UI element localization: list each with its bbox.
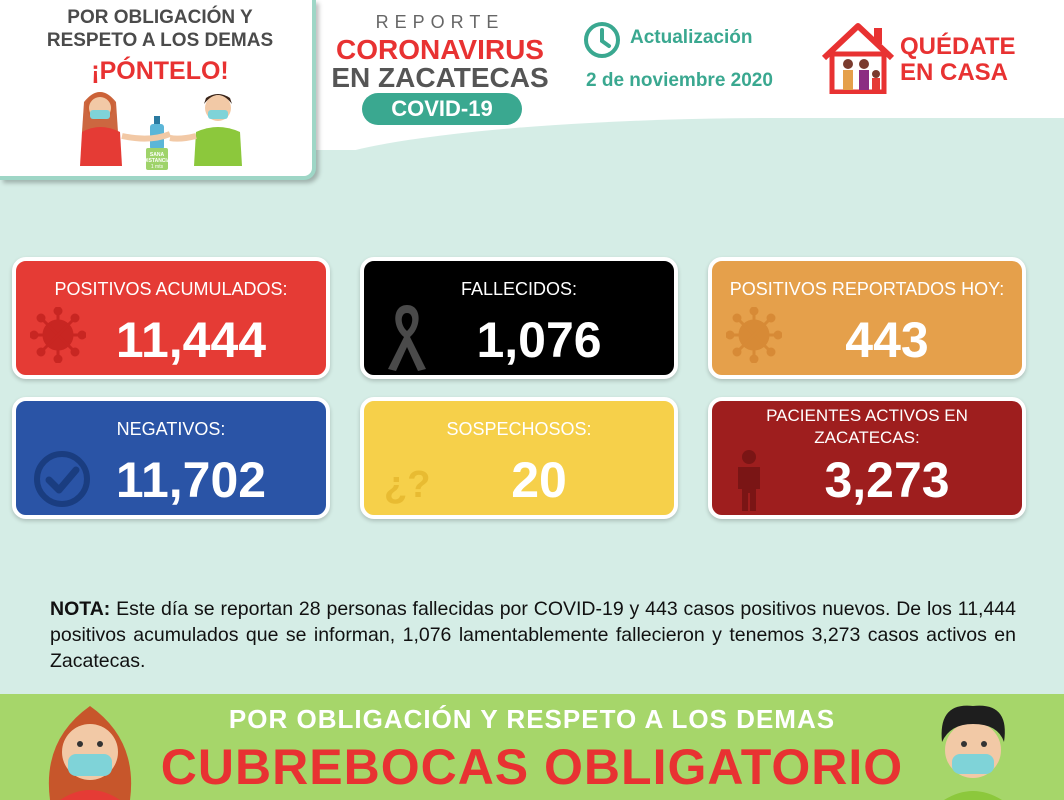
social-distance-illustration: SANA DISTANCIA 1 mts bbox=[80, 92, 242, 170]
check-circle-icon bbox=[34, 451, 90, 507]
note-paragraph: NOTA: Este día se reportan 28 personas f… bbox=[50, 596, 1016, 674]
stat-label: PACIENTES ACTIVOS EN ZACATECAS: bbox=[766, 406, 968, 447]
report-title-coronavirus: CORONAVIRUS bbox=[336, 34, 544, 65]
stat-label: FALLECIDOS: bbox=[460, 279, 578, 299]
man-hair bbox=[204, 94, 232, 104]
distance-sign-label1: SANA bbox=[150, 152, 165, 158]
stat-label: SOSPECHOSOS: bbox=[446, 419, 592, 439]
covid-pill: COVID-19 bbox=[362, 93, 522, 125]
woman-body bbox=[80, 127, 122, 166]
promo-title: POR OBLIGACIÓN Y RESPETO A LOS DEMAS bbox=[10, 6, 310, 52]
distance-sign-label2: DISTANCIA bbox=[144, 158, 171, 164]
distance-sign-label3: 1 mts bbox=[151, 164, 164, 170]
stay-home-line1: QUÉDATE bbox=[900, 33, 1016, 60]
footer-title: CUBREBOCAS OBLIGATORIO bbox=[160, 739, 904, 795]
report-title-zacatecas: EN ZACATECAS bbox=[331, 62, 549, 93]
svg-text:¿?: ¿? bbox=[384, 464, 430, 506]
woman-mask-illustration bbox=[48, 706, 132, 800]
virus-icon bbox=[726, 307, 782, 363]
person-icon bbox=[738, 450, 760, 511]
mourning-ribbon-icon bbox=[388, 305, 426, 371]
stat-label: NEGATIVOS: bbox=[116, 419, 226, 439]
stat-card-positivos-hoy: POSITIVOS REPORTADOS HOY: 443 bbox=[708, 257, 1026, 379]
note-text: Este día se reportan 28 personas falleci… bbox=[50, 598, 1016, 672]
stat-value: 3,273 bbox=[824, 452, 950, 508]
house-family-icon bbox=[821, 23, 895, 94]
man-body bbox=[194, 127, 242, 166]
stat-value: 11,702 bbox=[115, 452, 267, 508]
stat-value: 20 bbox=[511, 452, 567, 508]
man-mask-illustration bbox=[941, 705, 1005, 800]
stat-card-pacientes-activos: PACIENTES ACTIVOS EN ZACATECAS: 3,273 bbox=[708, 397, 1026, 519]
virus-icon bbox=[30, 307, 86, 363]
footer-subtitle: POR OBLIGACIÓN Y RESPETO A LOS DEMAS bbox=[228, 704, 836, 734]
stat-value: 443 bbox=[845, 312, 929, 368]
woman-mask-icon bbox=[90, 110, 110, 119]
stat-card-fallecidos: FALLECIDOS: 1,076 bbox=[360, 257, 678, 379]
question-icon: ¿? bbox=[384, 464, 430, 506]
stay-home-line2: EN CASA bbox=[900, 59, 1009, 86]
man-mask-icon bbox=[208, 110, 228, 119]
stat-card-positivos-acumulados: POSITIVOS ACUMULADOS: 11,444 bbox=[12, 257, 330, 379]
stat-label: POSITIVOS REPORTADOS HOY: bbox=[729, 279, 1005, 299]
stat-value: 1,076 bbox=[476, 312, 602, 368]
clock-icon bbox=[584, 22, 620, 58]
promo-line2: RESPETO A LOS DEMAS bbox=[46, 30, 274, 51]
distance-sign bbox=[146, 148, 168, 170]
stat-card-sospechosos: SOSPECHOSOS: ¿? 20 bbox=[360, 397, 678, 519]
promo-headline: ¡PÓNTELO! bbox=[91, 57, 229, 85]
report-label: REPORTE bbox=[375, 12, 505, 32]
stat-label: POSITIVOS ACUMULADOS: bbox=[54, 279, 288, 299]
promo-line1: POR OBLIGACIÓN Y bbox=[67, 7, 253, 28]
update-label: Actualización bbox=[630, 27, 753, 48]
footer-banner bbox=[0, 694, 1064, 800]
update-date: 2 de noviembre 2020 bbox=[586, 70, 773, 91]
stat-value: 11,444 bbox=[115, 312, 267, 368]
note-label: NOTA: bbox=[50, 598, 111, 620]
stat-card-negativos: NEGATIVOS: 11,702 bbox=[12, 397, 330, 519]
